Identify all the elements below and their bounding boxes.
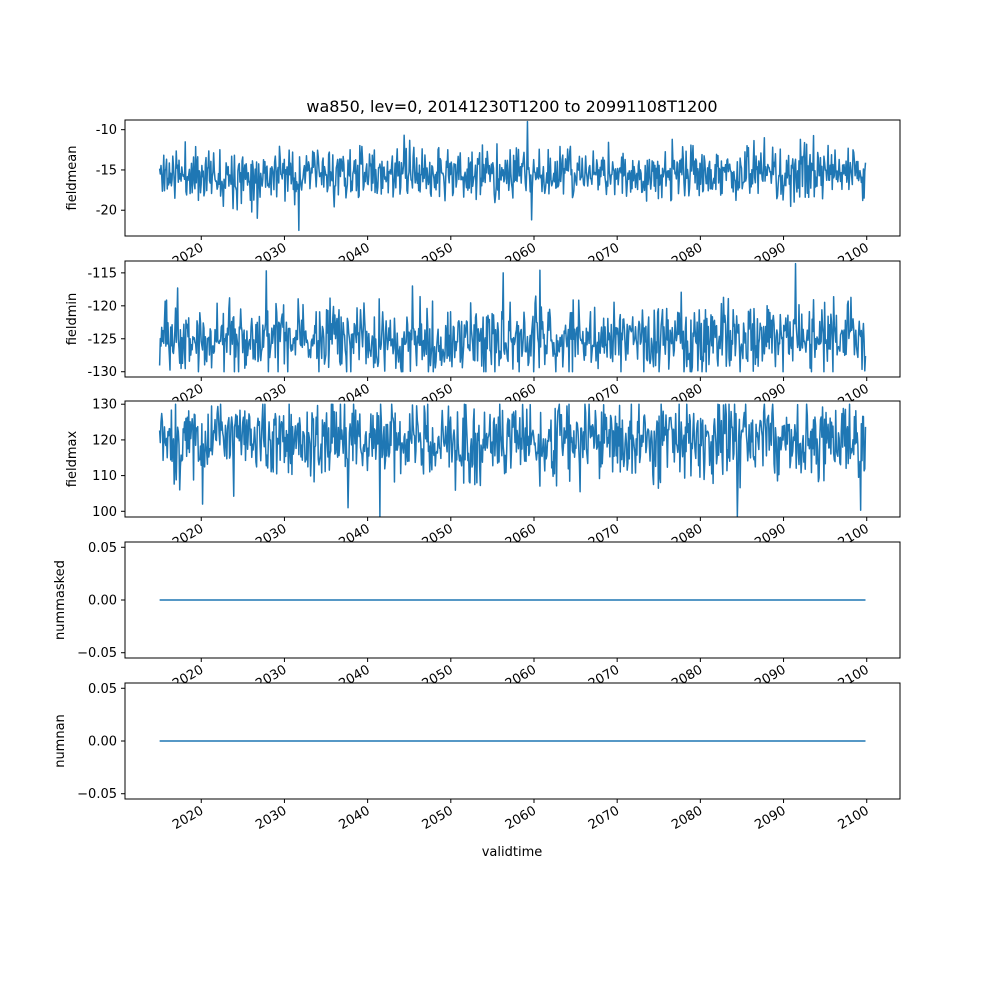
y-tick-label-nummasked: 0.05 [88,541,117,556]
axes-frame-fieldmean [124,119,901,237]
x-tick-label-numnan: 2050 [420,803,456,833]
y-tick-label-fieldmin: -120 [87,299,117,314]
x-tick-label-numnan: 2100 [836,803,872,833]
y-tick-label-fieldmax: 100 [92,505,117,520]
y-tick-label-numnan: 0.00 [88,735,117,750]
y-tick-label-fieldmean: -15 [96,163,117,178]
y-tick-label-fieldmax: 110 [92,469,117,484]
y-tick-label-fieldmean: -20 [96,204,117,219]
y-tick-label-fieldmax: 120 [92,433,117,448]
y-tick-label-nummasked: 0.00 [88,594,117,609]
axes-frame-fieldmax [124,400,901,518]
panels-group: -10 -15 -20 fieldmean 2020 2030 2040 2050 2060 20… [53,119,901,833]
y-axis-label-fieldmin: fieldmin [65,293,80,346]
series-line-fieldmin [158,262,867,373]
y-tick-label-numnan: 0.05 [88,682,117,697]
x-axis-label: validtime [482,845,543,860]
y-axis-label-nummasked: nummasked [53,560,68,640]
x-tick-label-numnan: 2060 [503,803,539,833]
axes-frame-fieldmin [124,260,901,378]
y-tick-label-fieldmean: -10 [96,123,117,138]
series-line-fieldmean [158,120,867,232]
y-tick-label-numnan: −0.05 [77,787,117,802]
y-tick-label-fieldmin: -130 [87,365,117,380]
y-axis-label-numnan: numnan [53,714,68,768]
y-axis-label-fieldmax: fieldmax [65,431,80,488]
x-tick-label-numnan: 2070 [586,803,622,833]
y-tick-label-nummasked: −0.05 [77,646,117,661]
x-tick-label-numnan: 2090 [752,803,788,833]
chart-title: wa850, lev=0, 20141230T1200 to 20991108T… [306,97,717,116]
y-tick-label-fieldmin: -115 [87,266,117,281]
y-tick-label-fieldmax: 130 [92,398,117,413]
x-tick-label-numnan: 2020 [170,803,206,833]
y-tick-label-fieldmin: -125 [87,332,117,347]
x-tick-label-numnan: 2040 [336,803,372,833]
series-line-fieldmax [158,403,867,518]
x-tick-label-numnan: 2030 [253,803,289,833]
y-axis-label-fieldmean: fieldmean [65,146,80,211]
panel-numnan: 0.05 0.00 −0.05 numnan 2020 2030 2040 2050 2060 2… [53,682,901,833]
x-tick-label-numnan: 2080 [669,803,705,833]
